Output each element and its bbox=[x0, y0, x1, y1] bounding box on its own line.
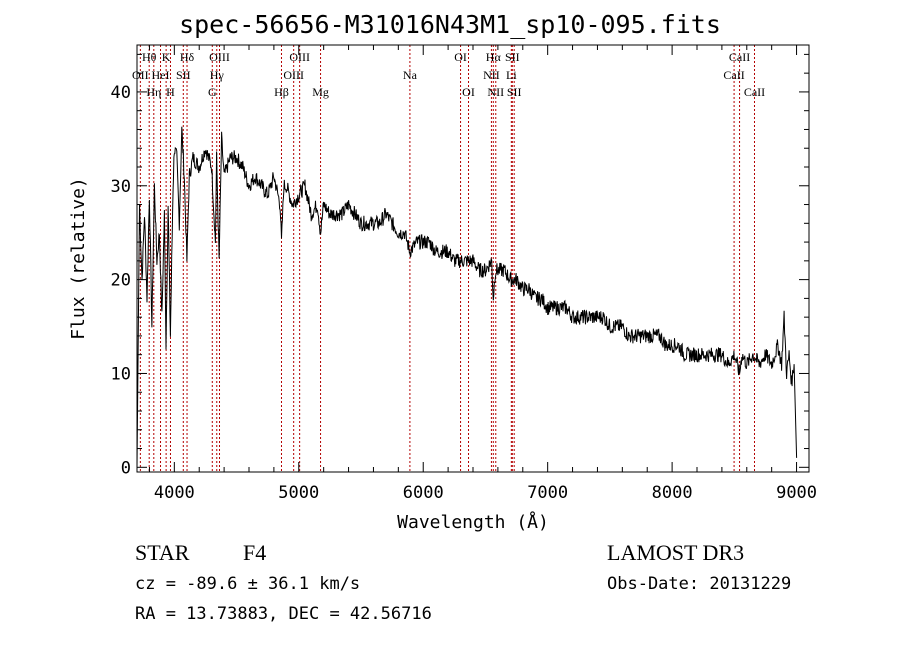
spectral-line-label: OIII bbox=[289, 50, 310, 64]
x-tick-label: 7000 bbox=[527, 483, 568, 503]
spectral-line-label: Li bbox=[506, 68, 517, 82]
spectral-line-label: Na bbox=[403, 68, 418, 82]
x-tick-label: 4000 bbox=[154, 483, 195, 503]
spectral-line-label: CaII bbox=[729, 50, 750, 64]
y-axis-label: Flux (relative) bbox=[68, 177, 89, 340]
coordinates: RA = 13.73883, DEC = 42.56716 bbox=[135, 604, 432, 624]
spectral-line-label: H bbox=[166, 85, 175, 99]
redshift-velocity: cz = -89.6 ± 36.1 km/s bbox=[135, 574, 361, 594]
y-tick-label: 10 bbox=[111, 364, 131, 384]
spectral-line-label: Mg bbox=[312, 85, 329, 99]
spectral-line-label: SII bbox=[507, 85, 522, 99]
spectral-line-label: OIII bbox=[283, 68, 304, 82]
spectral-line-label: Hη bbox=[146, 85, 161, 99]
spectral-line-label: SII bbox=[505, 50, 520, 64]
spectral-line-label: SII bbox=[176, 68, 191, 82]
spectral-line-label: HeI bbox=[152, 68, 170, 82]
survey-name: LAMOST DR3 bbox=[607, 540, 745, 565]
y-tick-label: 20 bbox=[111, 271, 131, 291]
spectral-line-label: OII bbox=[132, 68, 149, 82]
object-subclass: F4 bbox=[243, 540, 267, 565]
observation-date: Obs-Date: 20131229 bbox=[607, 574, 792, 594]
spectral-line-label: Hγ bbox=[210, 68, 225, 82]
x-tick-label: 5000 bbox=[278, 483, 319, 503]
y-tick-label: 0 bbox=[121, 458, 131, 478]
spectral-line-markers bbox=[139, 45, 755, 472]
y-tick-label: 40 bbox=[111, 83, 131, 103]
spectral-line-label: OIII bbox=[209, 50, 230, 64]
spectrum-line bbox=[136, 126, 798, 468]
x-tick-label: 6000 bbox=[403, 483, 444, 503]
spectral-line-label: Hδ bbox=[180, 50, 195, 64]
spectral-line-label: OI bbox=[454, 50, 467, 64]
chart-title: spec-56656-M31016N43M1_sp10-095.fits bbox=[179, 10, 721, 39]
y-tick-label: 30 bbox=[111, 177, 131, 197]
spectral-line-label: CaII bbox=[723, 68, 744, 82]
spectral-line-label: NII bbox=[483, 68, 500, 82]
spectral-line-label: Hβ bbox=[274, 85, 289, 99]
object-class: STAR bbox=[135, 540, 190, 565]
spectral-line-label: OI bbox=[462, 85, 475, 99]
tick-labels: 4000 5000 6000 7000 8000 9000 0 10 20 30 40 Wavelen… bbox=[68, 83, 817, 533]
x-tick-label: 8000 bbox=[652, 483, 693, 503]
x-tick-label: 9000 bbox=[776, 483, 817, 503]
axes bbox=[136, 44, 810, 473]
spectral-line-label: Hθ bbox=[142, 50, 157, 64]
spectral-line-label: NII bbox=[487, 85, 504, 99]
spectral-line-label: K bbox=[162, 50, 171, 64]
spectral-line-label: CaII bbox=[744, 85, 765, 99]
x-axis-label: Wavelength (Å) bbox=[397, 511, 549, 533]
spectrum-series bbox=[136, 126, 798, 468]
spectral-line-label: Hα bbox=[486, 50, 502, 64]
spectral-line-label: G bbox=[208, 85, 217, 99]
